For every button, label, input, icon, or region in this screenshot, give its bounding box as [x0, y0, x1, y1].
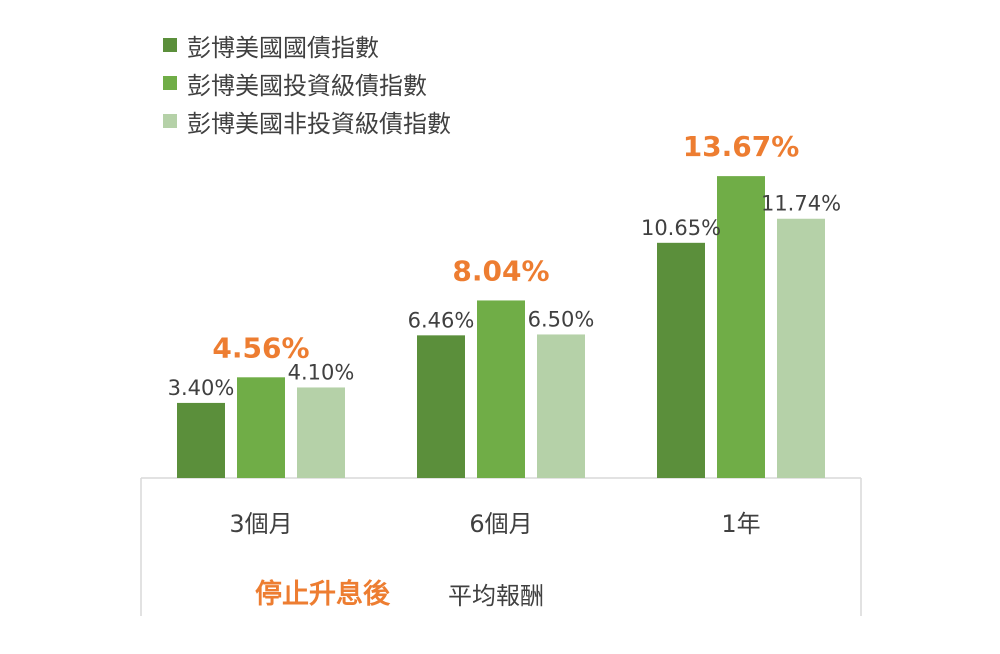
bar-0-2 [297, 387, 345, 478]
data-labels: 3.40% 4.56%4.10% 6.46% 8.04% 6.50% 10.65% 13.6… [168, 130, 841, 400]
bar-2-0 [657, 242, 705, 478]
legend-label-treasury: 彭博美國國債指數 [187, 33, 379, 62]
category-labels: 3個月 6個月 1年 [229, 510, 760, 538]
legend: 彭博美國國債指數 彭博美國投資級債指數 彭博美國非投資級債指數 [163, 26, 451, 140]
data-label-2-1: 13.67% [683, 130, 800, 163]
bar-1-1 [477, 300, 525, 478]
data-label-0-1: 4.56% [212, 331, 309, 364]
footer-caption: 停止升息後 平均報酬 [0, 572, 1000, 612]
bars [177, 176, 825, 478]
footer-rest-text: 平均報酬 [448, 582, 544, 610]
bar-1-2 [537, 334, 585, 478]
bar-1-0 [417, 335, 465, 478]
legend-item-investment-grade: 彭博美國投資級債指數 [163, 64, 451, 102]
data-label-2-0: 10.65% [641, 216, 721, 240]
footer-highlight-text: 停止升息後 [255, 579, 390, 610]
data-label-2-2: 11.74% [761, 192, 841, 216]
bar-2-2 [777, 218, 825, 478]
legend-swatch-investment-grade [163, 76, 177, 90]
legend-label-high-yield: 彭博美國非投資級債指數 [187, 109, 451, 138]
data-label-1-0: 6.46% [408, 308, 475, 332]
legend-swatch-treasury [163, 38, 177, 52]
legend-item-treasury: 彭博美國國債指數 [163, 26, 451, 64]
bar-0-0 [177, 402, 225, 478]
legend-label-investment-grade: 彭博美國投資級債指數 [187, 71, 427, 100]
data-label-1-1: 8.04% [452, 254, 549, 287]
category-label-2: 1年 [721, 510, 760, 538]
data-label-0-0: 3.40% [168, 376, 235, 400]
data-label-1-2: 6.50% [528, 307, 595, 331]
data-label-0-2: 4.10% [288, 360, 355, 384]
bar-0-1 [237, 377, 285, 478]
legend-swatch-high-yield [163, 114, 177, 128]
category-label-0: 3個月 [229, 510, 292, 538]
category-label-1: 6個月 [469, 510, 532, 538]
bar-2-1 [717, 176, 765, 478]
legend-item-high-yield: 彭博美國非投資級債指數 [163, 102, 451, 140]
